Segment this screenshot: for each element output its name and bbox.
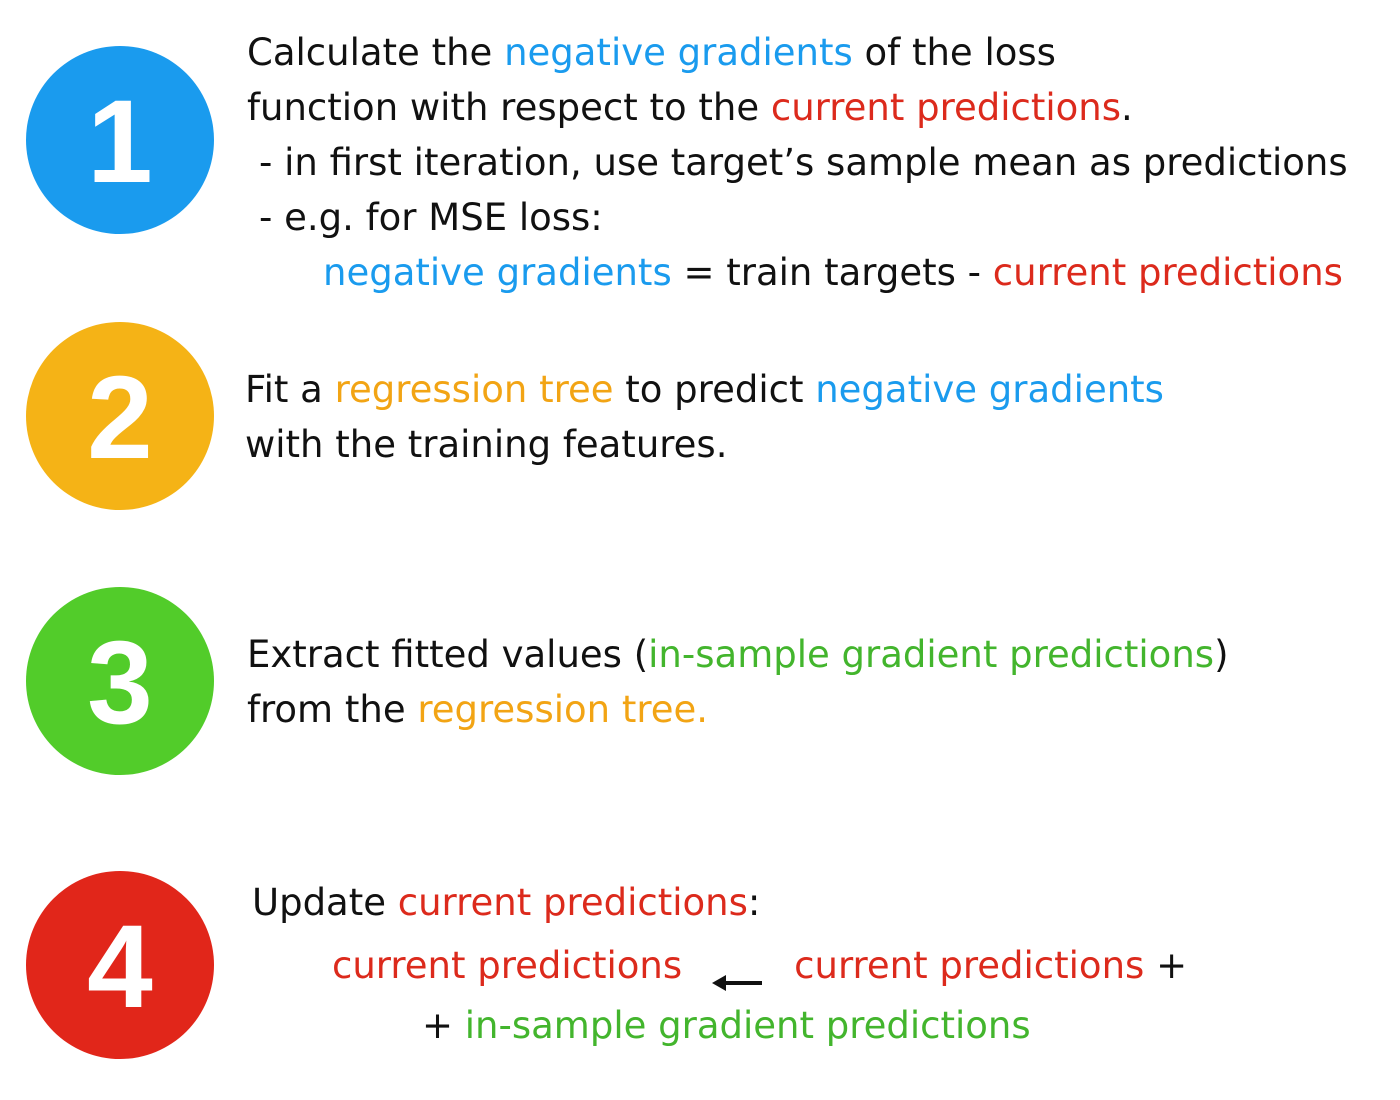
step-1-mse-formula: negative gradients = train targets - cur…: [247, 245, 1348, 300]
step-1-line-1: Calculate the negative gradients of the …: [247, 25, 1348, 80]
step-1-bullet-mse-loss: - e.g. for MSE loss:: [247, 190, 1348, 245]
step-4-text-segment: Update: [252, 881, 398, 924]
step-1-text: Calculate the negative gradients of the …: [247, 25, 1348, 300]
step-2-line-2: with the training features.: [245, 417, 1164, 472]
step-4-text-segment: :: [747, 881, 761, 924]
step-4-update-formula-continued: + in-sample gradient predictions: [252, 998, 1187, 1053]
step-3-text-segment: from the: [247, 688, 418, 731]
step-2-text-segment: to predict: [613, 368, 816, 411]
step-4-line-1: Update current predictions:: [252, 875, 1187, 930]
step-1-text-segment: function with respect to the: [247, 86, 771, 129]
step-2-number: 2: [87, 352, 153, 484]
current-predictions-term: current predictions: [332, 944, 683, 987]
step-2-line-1: Fit a regression tree to predict negativ…: [245, 362, 1164, 417]
in-sample-gradient-predictions-term: in-sample gradient predictions: [464, 1004, 1031, 1047]
step-3-text-segment: Extract fitted values (: [247, 633, 649, 676]
step-1-text-segment: Calculate the: [247, 31, 505, 74]
step-4-number: 4: [87, 901, 153, 1033]
step-4-circle: 4: [26, 871, 214, 1059]
step-3-number: 3: [87, 617, 153, 749]
step-3-text-segment: ): [1214, 633, 1229, 676]
negative-gradients-term: negative gradients: [323, 251, 672, 294]
negative-gradients-term: negative gradients: [815, 368, 1164, 411]
step-3-line-1: Extract fitted values (in-sample gradien…: [247, 627, 1229, 682]
step-1-line-2: function with respect to the current pre…: [247, 80, 1348, 135]
current-predictions-term: current predictions: [992, 251, 1343, 294]
step-1-text-segment: of the loss: [852, 31, 1056, 74]
step-2-circle: 2: [26, 322, 214, 510]
step-3-circle: 3: [26, 587, 214, 775]
current-predictions-term: current predictions: [794, 944, 1145, 987]
step-1-circle: 1: [26, 46, 214, 234]
step-2-text: Fit a regression tree to predict negativ…: [245, 362, 1164, 472]
step-1-text-segment: = train targets -: [671, 251, 993, 294]
step-2-text-segment: Fit a: [245, 368, 335, 411]
regression-tree-term: regression tree: [334, 368, 614, 411]
step-1-text-segment: - e.g. for MSE loss:: [259, 196, 603, 239]
current-predictions-term: current predictions: [770, 86, 1122, 129]
step-3-text: Extract fitted values (in-sample gradien…: [247, 627, 1229, 737]
step-1-text-segment: .: [1121, 86, 1133, 129]
negative-gradients-term: negative gradients: [504, 31, 853, 74]
step-1-number: 1: [87, 76, 153, 208]
regression-tree-term: regression tree.: [417, 688, 709, 731]
left-arrow-icon-svg: [712, 974, 763, 991]
step-1-text-segment: - in first iteration, use target’s sampl…: [259, 141, 1348, 184]
in-sample-gradient-predictions-term: in-sample gradient predictions: [648, 633, 1215, 676]
step-4-update-formula: current predictions current predictions +: [252, 938, 1187, 993]
step-1-bullet-first-iteration: - in first iteration, use target’s sampl…: [247, 135, 1348, 190]
step-3-line-2: from the regression tree.: [247, 682, 1229, 737]
step-4-text-segment: +: [422, 1004, 465, 1047]
step-4-text-segment: +: [1144, 944, 1188, 987]
step-4-text: Update current predictions: current pred…: [252, 875, 1187, 1053]
step-2-text-segment: with the training features.: [245, 423, 728, 466]
left-arrow-icon: [712, 954, 764, 991]
current-predictions-term: current predictions: [397, 881, 748, 924]
